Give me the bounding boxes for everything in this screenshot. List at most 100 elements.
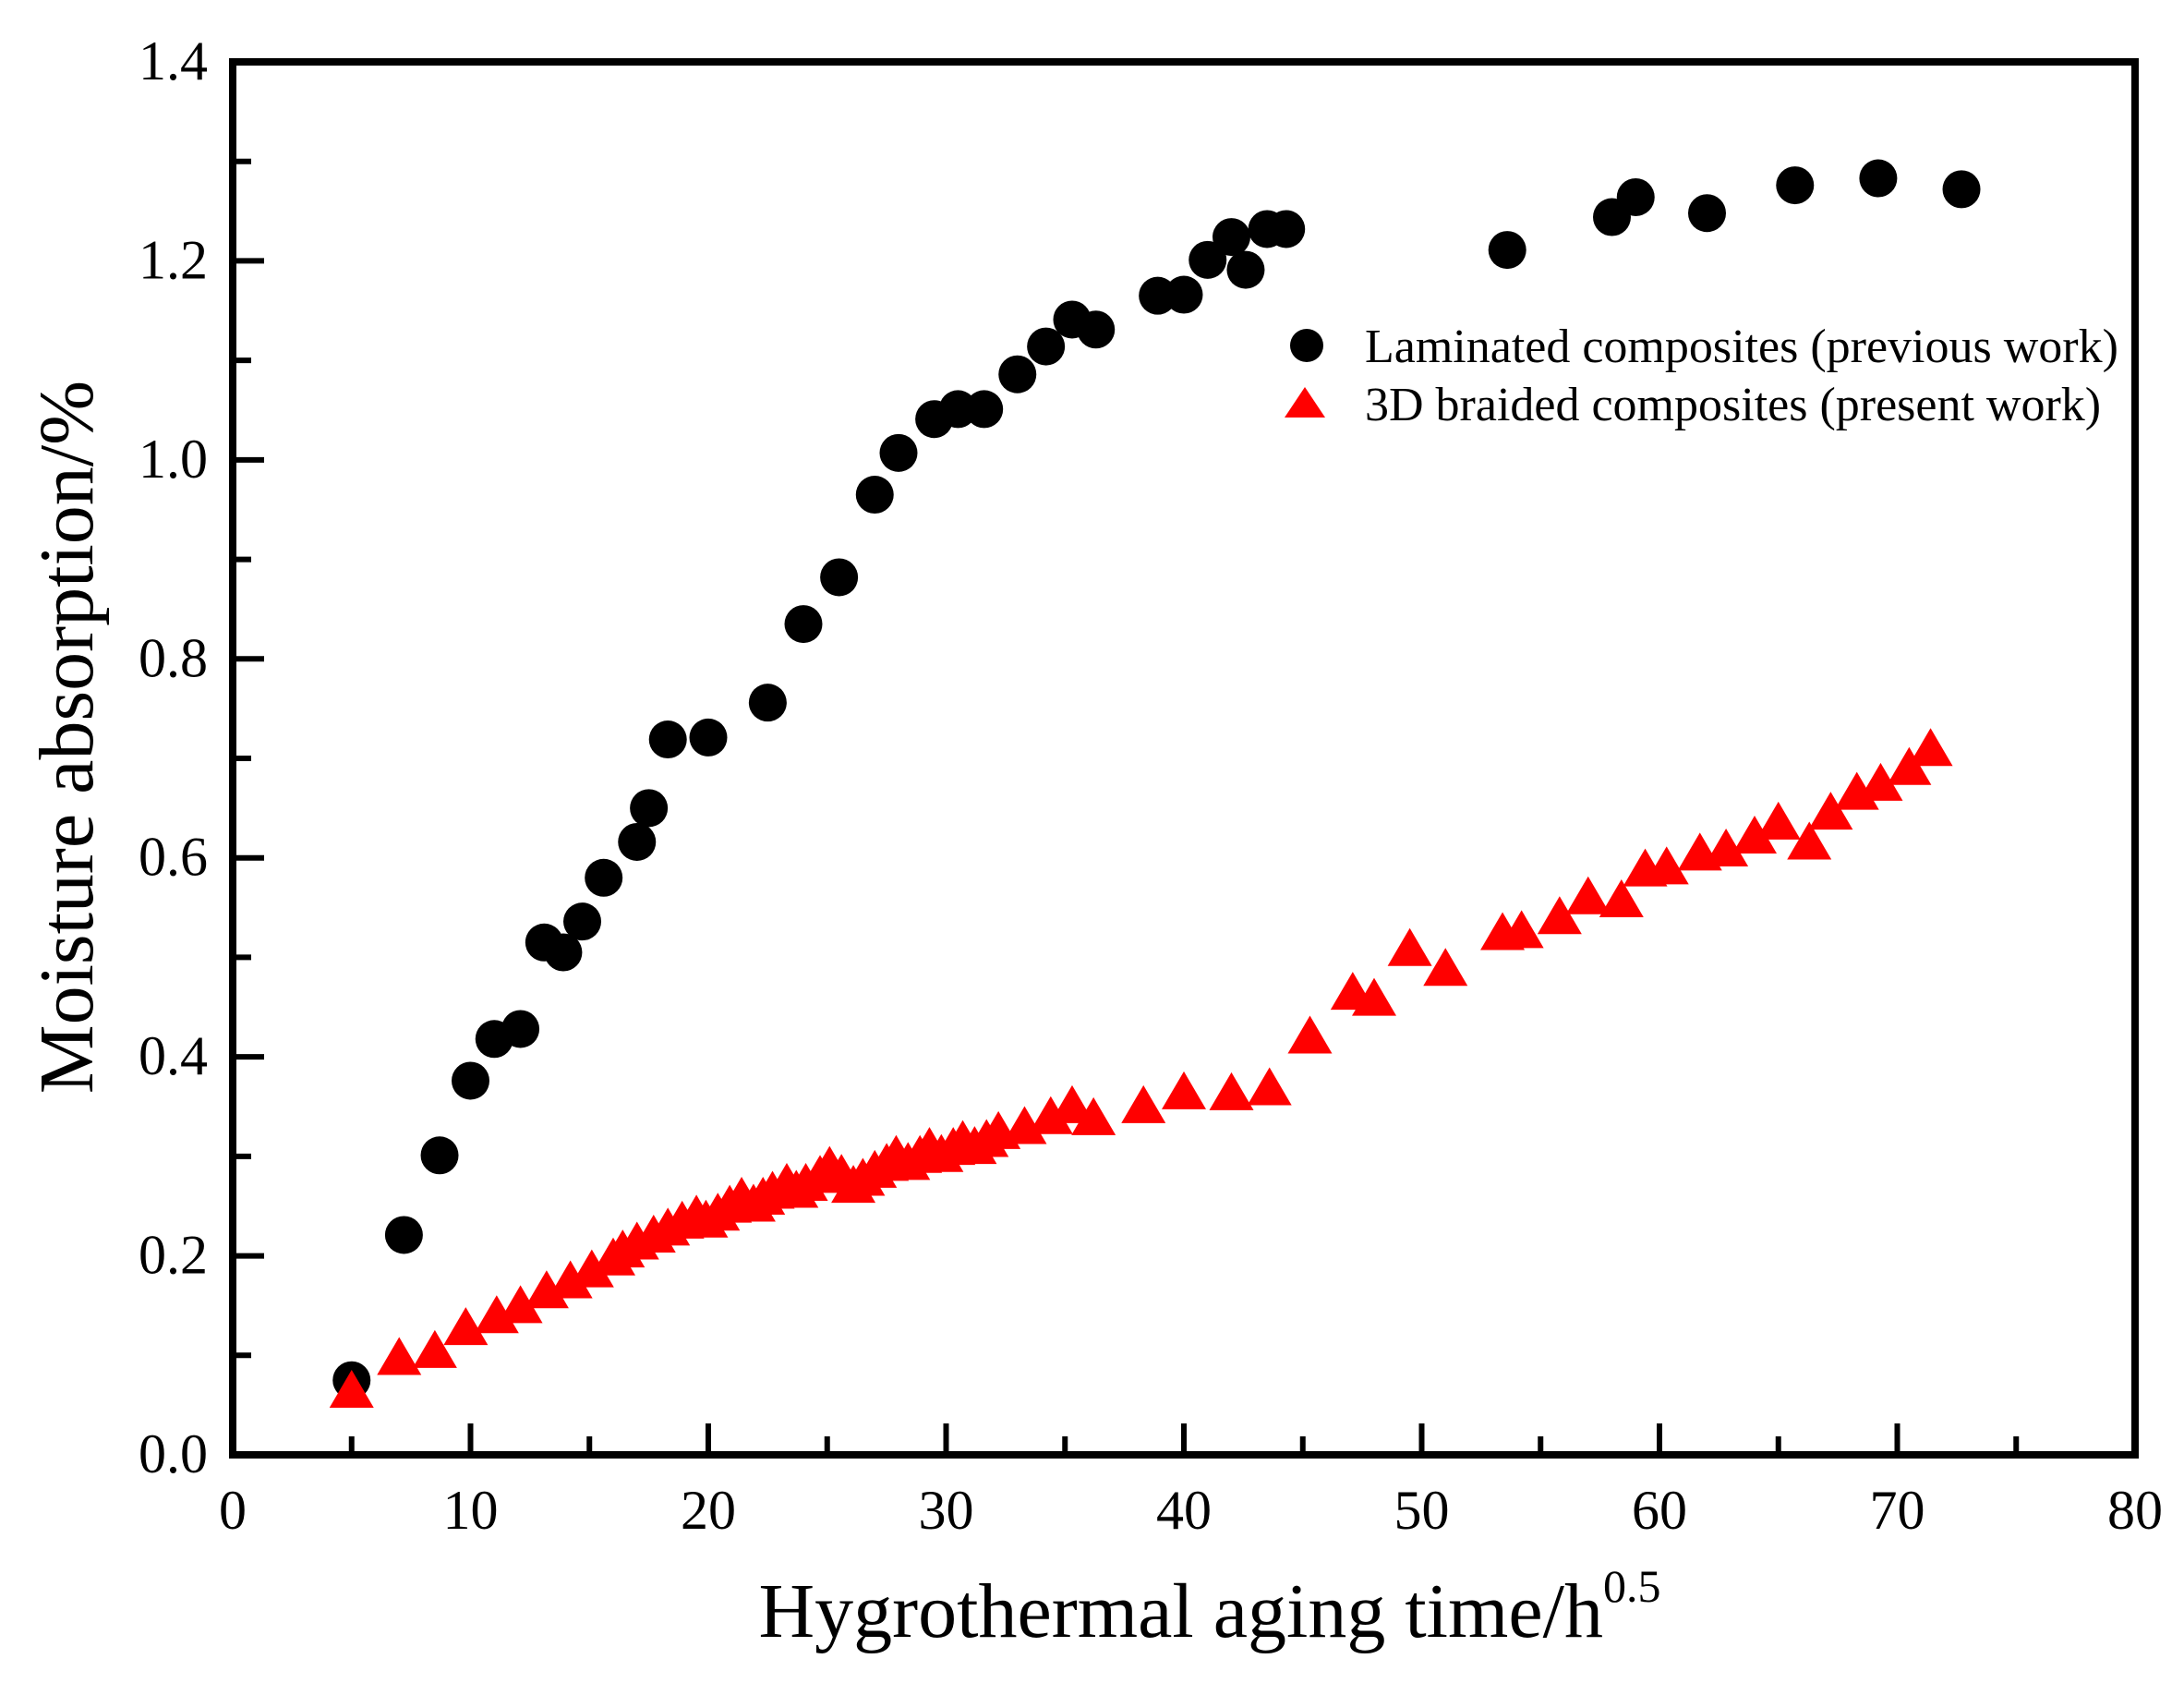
data-point-triangle: [1537, 896, 1582, 935]
data-point-circle: [998, 355, 1037, 394]
y-tick-label: 0.8: [139, 627, 208, 688]
data-point-triangle: [1756, 801, 1801, 840]
data-point-circle: [563, 902, 602, 941]
data-point-circle: [965, 390, 1004, 429]
data-point-triangle: [329, 1369, 374, 1408]
y-tick-label: 0.6: [139, 827, 208, 888]
data-point-triangle: [498, 1285, 543, 1324]
x-tick-label: 40: [1156, 1480, 1212, 1541]
data-point-circle: [452, 1061, 489, 1100]
data-point-circle: [585, 858, 623, 897]
x-tick-label: 20: [681, 1480, 736, 1541]
data-point-circle: [689, 718, 728, 757]
data-point-circle: [1942, 170, 1981, 209]
data-point-triangle: [1565, 876, 1611, 914]
data-point-circle: [1688, 194, 1726, 233]
data-point-circle: [501, 1010, 540, 1048]
data-point-triangle: [1808, 792, 1853, 830]
legend-triangle-marker: [1285, 387, 1325, 418]
y-tick-label: 0.0: [139, 1423, 208, 1484]
data-point-triangle: [1002, 1106, 1047, 1144]
data-point-circle: [820, 558, 859, 597]
data-point-circle: [1077, 310, 1116, 349]
data-point-triangle: [1049, 1084, 1094, 1123]
data-point-triangle: [412, 1329, 457, 1368]
data-point-circle: [1776, 166, 1815, 205]
y-tick-label: 1.2: [139, 229, 208, 290]
data-point-triangle: [1287, 1015, 1333, 1054]
data-point-triangle: [1121, 1084, 1166, 1123]
legend: Laminated composites (previous work) 3D b…: [1285, 321, 2118, 431]
data-point-triangle: [474, 1295, 519, 1334]
data-point-circle: [648, 720, 687, 759]
plot-border: [229, 58, 2139, 1459]
axis-tick-labels: 0 10 20 30 40 50 60 70 80 0.0 0.2 0.4 0.6 0.8 1.0 1.2 1.…: [139, 30, 2163, 1541]
data-point-circle: [1027, 327, 1066, 366]
legend-label: 3D braided composites (present work): [1365, 379, 2101, 431]
data-point-circle: [1164, 275, 1203, 314]
data-point-triangle: [1387, 927, 1432, 966]
data-point-triangle: [443, 1307, 489, 1346]
data-point-triangle: [1908, 728, 1953, 767]
data-point-triangle: [1787, 821, 1832, 860]
data-point-triangle: [1644, 846, 1689, 885]
data-point-triangle: [1732, 816, 1777, 854]
data-series: [329, 159, 1981, 1408]
data-point-circle: [1226, 250, 1265, 289]
x-tick-label: 60: [1632, 1480, 1687, 1541]
data-point-triangle: [548, 1260, 593, 1299]
data-point-circle: [630, 789, 669, 828]
data-point-circle: [748, 684, 787, 722]
legend-entry: 3D braided composites (present work): [1285, 379, 2101, 431]
plot-frame: [229, 58, 2139, 1459]
data-point-circle: [420, 1136, 459, 1175]
data-point-circle: [1189, 240, 1227, 279]
data-point-triangle: [1858, 762, 1903, 801]
y-axis-title: Moisture absorption/%: [24, 381, 110, 1094]
data-point-triangle: [1071, 1096, 1116, 1135]
x-tick-label: 10: [443, 1480, 499, 1541]
data-point-circle: [384, 1216, 423, 1254]
data-point-triangle: [377, 1337, 422, 1375]
series-3d-braided: [329, 728, 1953, 1408]
x-tick-label: 80: [2107, 1480, 2163, 1541]
data-point-triangle: [569, 1249, 614, 1288]
data-point-triangle: [1028, 1096, 1073, 1134]
x-tick-label: 0: [219, 1480, 247, 1541]
data-point-triangle: [1599, 878, 1644, 917]
legend-label: Laminated composites (previous work): [1365, 321, 2118, 373]
y-tick-label: 0.4: [139, 1025, 208, 1086]
data-point-circle: [938, 390, 977, 429]
data-point-circle: [784, 605, 823, 644]
data-point-triangle: [1704, 829, 1749, 867]
data-point-circle: [618, 822, 657, 861]
data-point-circle: [544, 933, 583, 972]
data-point-circle: [1267, 210, 1306, 248]
data-point-circle: [1859, 159, 1898, 198]
legend-entry: Laminated composites (previous work): [1290, 321, 2118, 373]
x-tick-label: 50: [1394, 1480, 1450, 1541]
series-laminated: [332, 159, 1981, 1399]
data-point-circle: [1213, 218, 1250, 257]
x-axis-title: Hygrothermal aging time/h0.5: [759, 1560, 1661, 1654]
y-tick-label: 0.2: [139, 1225, 208, 1286]
data-point-triangle: [1352, 977, 1396, 1016]
data-point-circle: [855, 476, 894, 515]
y-tick-label: 1.0: [139, 429, 208, 490]
axis-ticks: [230, 59, 2138, 1458]
data-point-triangle: [1162, 1071, 1206, 1109]
data-point-circle: [1616, 177, 1655, 216]
y-tick-label: 1.4: [139, 30, 208, 91]
data-point-triangle: [524, 1270, 569, 1309]
data-point-triangle: [1499, 910, 1544, 949]
data-point-triangle: [1423, 948, 1468, 987]
x-tick-label: 30: [919, 1480, 974, 1541]
legend-circle-marker: [1290, 329, 1323, 362]
data-point-triangle: [1247, 1067, 1292, 1106]
x-tick-label: 70: [1870, 1480, 1925, 1541]
data-point-triangle: [1209, 1072, 1254, 1110]
axis-titles: Hygrothermal aging time/h0.5 Moisture abs…: [24, 381, 1660, 1654]
data-point-circle: [879, 433, 918, 472]
